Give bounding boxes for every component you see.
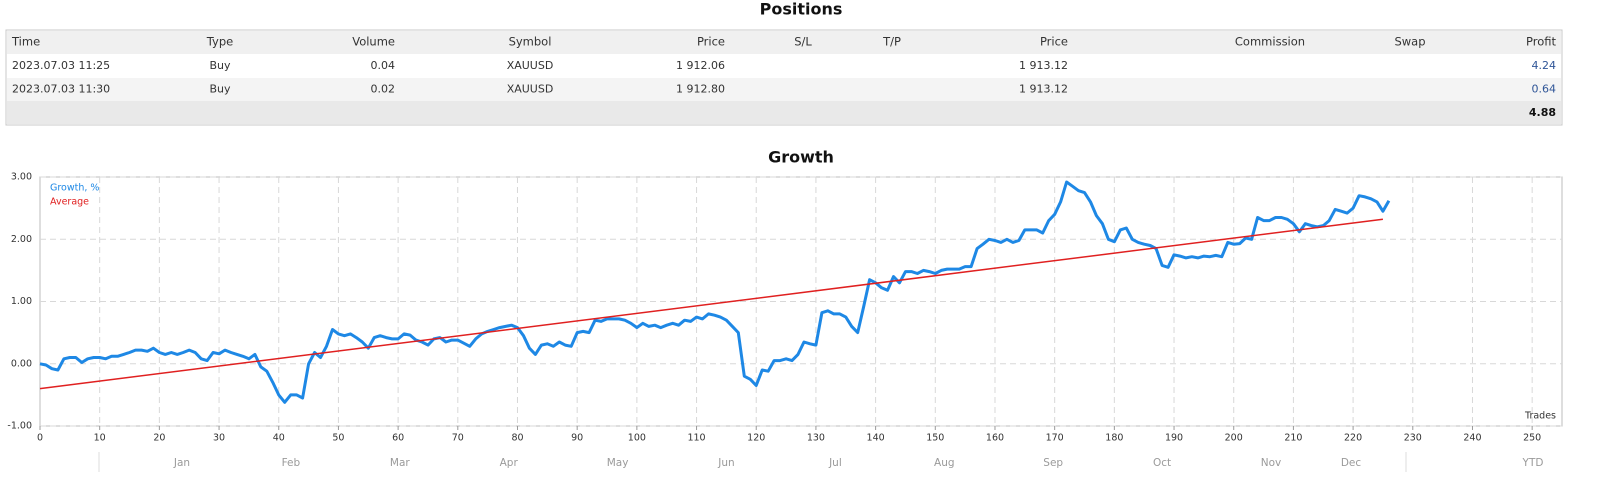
x-tick-label: 90 [571,433,583,444]
column-header: Symbol [509,35,552,49]
table-cell: 0.04 [371,59,396,72]
x-tick-label: 110 [687,433,705,444]
period-total: YTD [1522,457,1544,469]
column-header: Swap [1394,35,1425,49]
x-tick-label: 240 [1463,433,1481,444]
y-tick-label: -1.00 [7,421,32,432]
series-line [39,180,1391,404]
x-tick-label: 150 [926,433,944,444]
chart-title: Growth [768,148,834,167]
x-tick-label: 250 [1523,433,1541,444]
x-tick-label: 200 [1225,433,1243,444]
column-header: Type [206,35,233,49]
x-tick-label: 70 [452,433,464,444]
period-label: Nov [1261,457,1282,469]
x-tick-label: 40 [273,433,285,444]
x-axis-label: Trades [1524,411,1556,422]
period-label: Sep [1043,457,1063,469]
column-header: Commission [1235,35,1305,49]
period-label: Feb [282,457,301,469]
column-header: T/P [882,35,901,49]
x-tick-label: 210 [1284,433,1302,444]
x-tick-label: 60 [392,433,404,444]
table-cell: 1 912.80 [676,83,725,96]
table-cell: Buy [209,59,231,72]
period-label: Mar [390,457,410,469]
x-tick-label: 130 [807,433,825,444]
period-label: Apr [500,457,519,469]
x-tick-label: 160 [986,433,1004,444]
table-cell: XAUUSD [507,83,554,96]
x-tick-label: 140 [867,433,885,444]
period-label: Dec [1341,457,1362,469]
x-tick-label: 0 [37,433,43,444]
x-tick-label: 80 [511,433,523,444]
period-label: Jun [717,457,734,469]
table-cell: 2023.07.03 11:25 [12,59,110,72]
total-profit: 4.88 [1529,106,1556,119]
table-cell: 0.02 [371,83,396,96]
total-band [7,101,1561,124]
column-header: Volume [352,35,395,49]
x-tick-label: 120 [747,433,765,444]
x-tick-label: 30 [213,433,225,444]
column-header: Price [697,35,725,49]
table-cell: 4.24 [1532,59,1557,72]
x-tick-label: 100 [628,433,646,444]
x-tick-label: 10 [94,433,106,444]
series-line [39,218,1383,390]
row-band [7,78,1561,101]
y-tick-label: 1.00 [11,296,32,307]
period-label: Oct [1153,457,1171,469]
period-label: Jan [173,457,190,469]
x-tick-label: 230 [1404,433,1422,444]
x-tick-label: 170 [1046,433,1064,444]
positions-title: Positions [760,0,843,19]
x-tick-label: 20 [153,433,165,444]
table-cell: 1 912.06 [676,59,725,72]
table-cell: 1 913.12 [1019,83,1068,96]
table-cell: Buy [209,83,231,96]
x-tick-label: 190 [1165,433,1183,444]
period-label: Jul [828,457,842,469]
header-band [7,31,1561,54]
legend-entry: Average [50,197,89,208]
table-cell: 1 913.12 [1019,59,1068,72]
table-cell: 2023.07.03 11:30 [12,83,110,96]
period-label: May [607,457,629,469]
x-tick-label: 220 [1344,433,1362,444]
column-header: Price [1040,35,1068,49]
x-tick-label: 180 [1105,433,1123,444]
period-label: Aug [934,457,955,469]
x-tick-label: 50 [332,433,344,444]
column-header: S/L [794,35,812,49]
y-tick-label: 0.00 [11,358,32,369]
y-tick-label: 2.00 [11,234,32,245]
legend-entry: Growth, % [50,183,99,194]
table-cell: XAUUSD [507,59,554,72]
column-header: Time [11,35,40,49]
column-header: Profit [1526,35,1556,49]
y-tick-label: 3.00 [11,172,32,183]
table-cell: 0.64 [1532,83,1557,96]
